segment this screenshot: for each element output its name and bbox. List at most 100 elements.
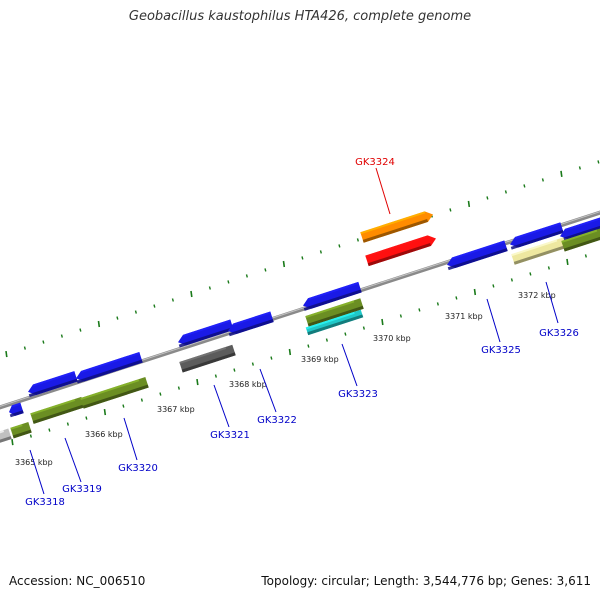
outer-tick [116,316,119,320]
gene-label-gk3319[interactable]: GK3319 [62,437,102,495]
kbp-label: 3368 kbp [229,380,267,389]
gene-label-gk3322[interactable]: GK3322 [257,368,297,426]
outer-tick [227,280,230,284]
gene-label-gk3325[interactable]: GK3325 [481,298,521,356]
gene-label-gk3323[interactable]: GK3323 [338,343,378,400]
gene-label-gk3318[interactable]: GK3318 [25,449,65,508]
gene-label-text[interactable]: GK3321 [210,430,250,441]
outer-tick [5,350,8,358]
inner-tick [122,404,125,408]
gene-arrow [9,402,24,418]
inner-tick [159,392,162,396]
gene-label-text[interactable]: GK3322 [257,415,297,426]
gene-arrow [0,428,12,444]
outer-tick [97,320,101,328]
outer-tick [597,160,600,164]
inner-tick [473,288,477,296]
inner-tick [325,338,328,342]
kbp-label: 3372 kbp [518,291,556,300]
inner-tick [270,356,273,360]
kbp-label: 3367 kbp [157,405,195,414]
inner-tick [177,386,180,390]
gene-label-gk3321[interactable]: GK3321 [210,384,250,441]
inner-tick [418,308,421,312]
gene-arrow [178,319,234,348]
outer-tick [190,290,193,298]
gene-arrow [561,227,600,252]
gene-label-text[interactable]: GK3320 [118,463,158,474]
gene-arrow [30,396,85,424]
gene-labels: GK3318 GK3319 GK3320 GK3321 GK3322 GK3323 GK33… [25,157,579,508]
gene-arrow [305,298,364,327]
outer-tick [282,260,286,268]
inner-tick [48,428,51,432]
outer-tick [301,256,304,260]
outer-tick [486,196,489,200]
outer-tick [79,328,82,332]
inner-tick [214,374,217,378]
gene-arrow [447,240,508,271]
outer-tick-track [5,160,600,358]
inner-tick [529,272,532,276]
gene-label-text[interactable]: GK3318 [25,497,65,508]
kbp-label: 3369 kbp [301,355,339,364]
inner-tick [455,296,458,300]
inner-tick [288,348,292,356]
inner-tick-track [11,254,587,446]
gene-arrow [360,211,433,243]
gene-arrow [303,281,362,311]
gene-arrow [510,222,564,250]
inner-tick [344,332,347,336]
gene-arrow [305,309,364,336]
outer-tick [523,184,526,188]
gene-label-text[interactable]: GK3326 [539,328,579,339]
gene-arrow [179,344,236,373]
outer-tick [578,166,581,170]
inner-tick [196,378,199,386]
gene-label-gk3326[interactable]: GK3326 [539,281,579,339]
outer-tick [541,178,544,182]
kbp-label: 3371 kbp [445,312,483,321]
gene-label-text[interactable]: GK3323 [338,389,378,400]
gene-arrow [560,216,600,242]
inner-tick [11,438,14,446]
outer-tick [208,286,211,290]
inner-tick [584,254,587,258]
genome-summary-text: Topology: circular; Length: 3,544,776 bp… [261,574,591,588]
inner-tick [29,434,32,438]
inner-tick [399,314,402,318]
kbp-label: 3370 kbp [373,334,411,343]
outer-tick [60,334,63,338]
gene-label-text[interactable]: GK3324 [355,157,395,168]
gene-label-gk3320[interactable]: GK3320 [118,417,158,474]
gene-arrow [28,371,78,398]
outer-tick [338,244,341,248]
outer-tick [134,310,137,314]
inner-tick [85,416,88,420]
accession-text: Accession: NC_006510 [9,574,146,588]
gene-arrow [80,377,149,409]
gene-arrow [76,352,143,384]
outer-tick [449,208,452,212]
inner-tick [233,368,236,372]
inner-tick [140,398,143,402]
inner-tick [566,258,569,266]
inner-tick [362,326,365,330]
inner-tick [492,284,495,288]
outer-tick [171,298,174,302]
gene-arrow [511,237,567,265]
outer-tick [42,340,45,344]
outer-tick [504,190,507,194]
gene-features [0,211,600,444]
gene-label-gk3324[interactable]: GK3324 [355,157,395,215]
gene-label-text[interactable]: GK3325 [481,345,521,356]
gene-label-text[interactable]: GK3319 [62,484,102,495]
inner-tick [436,302,439,306]
inner-tick [547,266,550,270]
inner-tick [103,408,107,416]
inner-tick [510,278,513,282]
inner-tick [381,318,384,326]
outer-tick [319,250,322,254]
